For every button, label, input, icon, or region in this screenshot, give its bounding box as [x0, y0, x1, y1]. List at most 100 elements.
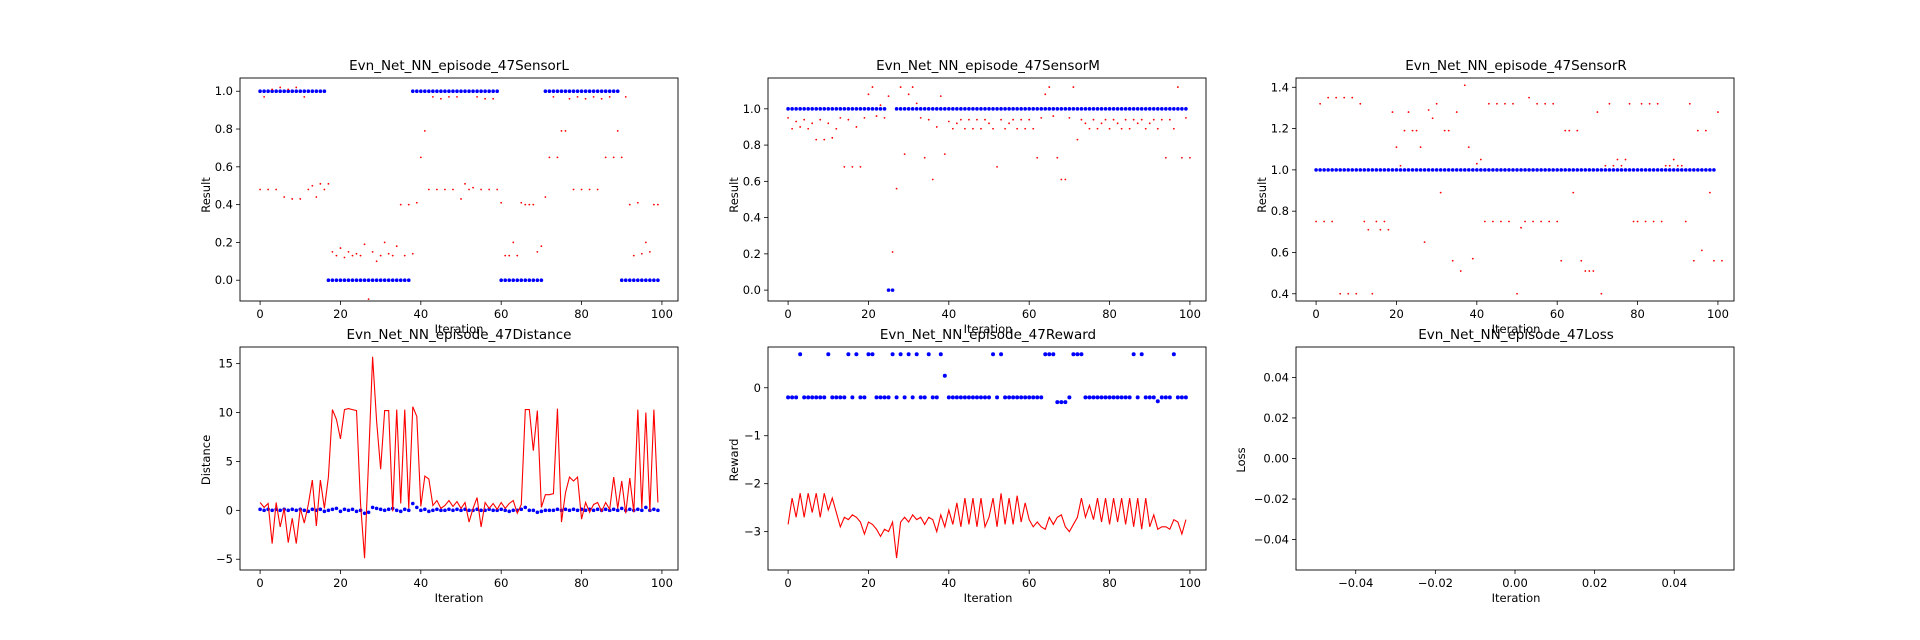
data-point	[644, 505, 648, 510]
data-point	[640, 278, 644, 283]
x-tick-label: 60	[1022, 576, 1037, 590]
data-point	[370, 505, 375, 510]
data-point	[1355, 292, 1358, 295]
axes-frame	[767, 77, 1207, 302]
data-point	[555, 89, 560, 94]
y-tick-label: 1.0	[1271, 163, 1289, 177]
data-point	[515, 278, 520, 283]
data-point	[1663, 168, 1668, 172]
data-point	[914, 352, 919, 357]
data-point	[1487, 168, 1491, 172]
data-point	[1087, 395, 1092, 400]
x-tick-label: 40	[942, 576, 957, 590]
data-point	[1015, 395, 1020, 400]
data-point	[1471, 257, 1474, 260]
data-point	[544, 196, 547, 198]
data-point	[1095, 395, 1100, 400]
subplot-title: Evn_Net_NN_episode_47SensorR	[1405, 58, 1627, 74]
axes-frame	[1295, 346, 1735, 571]
data-point	[258, 89, 262, 94]
data-point	[1555, 168, 1559, 172]
data-point	[862, 107, 867, 111]
data-point	[1075, 352, 1080, 357]
data-point	[403, 254, 406, 257]
data-point	[1351, 96, 1354, 99]
data-point	[584, 97, 587, 100]
data-point	[330, 507, 335, 512]
data-point	[447, 507, 451, 512]
data-point	[444, 188, 446, 191]
data-point	[970, 395, 975, 400]
data-point	[1600, 292, 1603, 295]
data-point	[923, 156, 926, 159]
data-point	[955, 122, 958, 125]
data-point	[615, 508, 620, 513]
data-point	[603, 507, 608, 512]
data-point	[1099, 107, 1104, 111]
data-point	[1688, 168, 1692, 172]
data-point	[1115, 395, 1120, 400]
data-point	[1172, 127, 1175, 130]
data-point	[527, 278, 532, 283]
data-point	[495, 508, 499, 513]
data-point	[579, 89, 584, 94]
data-point	[983, 107, 987, 111]
y-tick-label: 0.8	[743, 138, 761, 152]
data-point	[967, 107, 971, 111]
data-point	[1410, 168, 1415, 172]
x-tick-label: 20	[861, 576, 876, 590]
x-tick-label: 60	[494, 576, 509, 590]
data-point	[451, 508, 455, 513]
y-tick-label: 15	[218, 357, 233, 371]
data-point	[1008, 122, 1010, 125]
data-point	[603, 89, 608, 94]
data-point	[1483, 168, 1487, 172]
data-point	[938, 352, 943, 357]
data-point	[1031, 395, 1036, 400]
data-point	[374, 278, 379, 283]
data-point	[1043, 107, 1048, 111]
data-point	[1143, 395, 1148, 400]
data-point	[1492, 220, 1494, 223]
subplot-sensor-m: Evn_Net_NN_episode_47SensorM Iteration R…	[727, 58, 1100, 336]
data-point	[915, 102, 918, 105]
data-point	[1587, 168, 1592, 172]
data-point	[1176, 107, 1180, 111]
data-point	[491, 89, 495, 94]
data-point	[1015, 107, 1019, 111]
data-point	[1391, 111, 1394, 113]
data-point	[902, 107, 907, 111]
data-point	[1708, 191, 1711, 194]
data-point	[327, 182, 330, 185]
data-point	[632, 254, 635, 257]
data-point	[319, 182, 322, 185]
data-point	[1189, 156, 1191, 159]
data-point	[1175, 395, 1180, 400]
data-point	[1540, 220, 1543, 223]
data-point	[330, 278, 335, 283]
data-point	[1007, 395, 1012, 400]
data-point	[786, 107, 790, 111]
data-point	[922, 395, 927, 400]
data-point	[612, 156, 615, 159]
plot-area-distance: 0 20 40 60 80 100 −5 0 5 10 15	[216, 346, 679, 590]
data-point	[406, 278, 411, 283]
x-tick-label: 20	[333, 576, 348, 590]
data-point	[1647, 168, 1652, 172]
x-axis-label: Iteration	[435, 322, 484, 336]
data-point	[1064, 178, 1067, 181]
data-point	[1367, 228, 1370, 231]
data-point	[870, 352, 875, 357]
data-point	[1591, 168, 1596, 172]
data-point	[1371, 292, 1374, 295]
data-point	[1363, 220, 1366, 223]
data-point	[1463, 84, 1466, 87]
data-point	[1644, 220, 1647, 223]
y-tick-label: 0.6	[1271, 245, 1289, 259]
data-point	[1047, 352, 1052, 357]
data-point	[818, 107, 823, 111]
data-point	[1454, 168, 1459, 172]
data-point	[887, 95, 890, 98]
data-point	[367, 298, 370, 301]
data-point	[1343, 96, 1346, 99]
